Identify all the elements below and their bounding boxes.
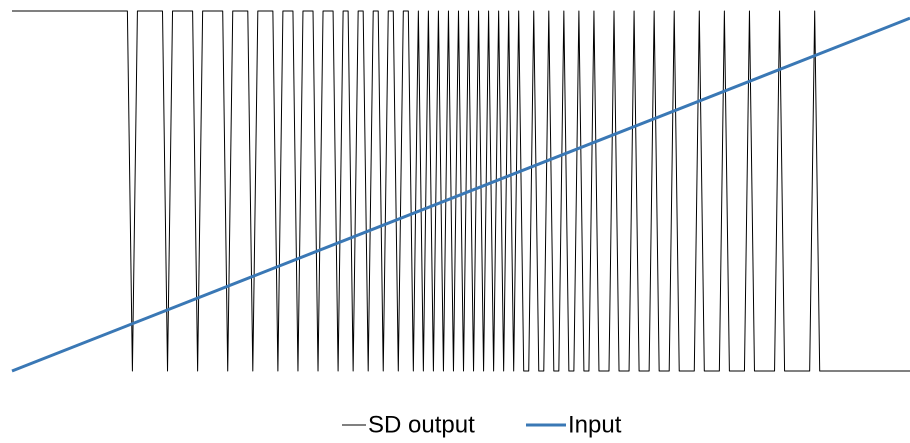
legend-label: SD output	[368, 411, 475, 438]
input-line	[11, 16, 910, 373]
legend: SD output Input	[342, 411, 622, 438]
output-line	[12, 10, 910, 372]
legend-label: Input	[568, 411, 622, 438]
plot-area	[11, 10, 910, 373]
